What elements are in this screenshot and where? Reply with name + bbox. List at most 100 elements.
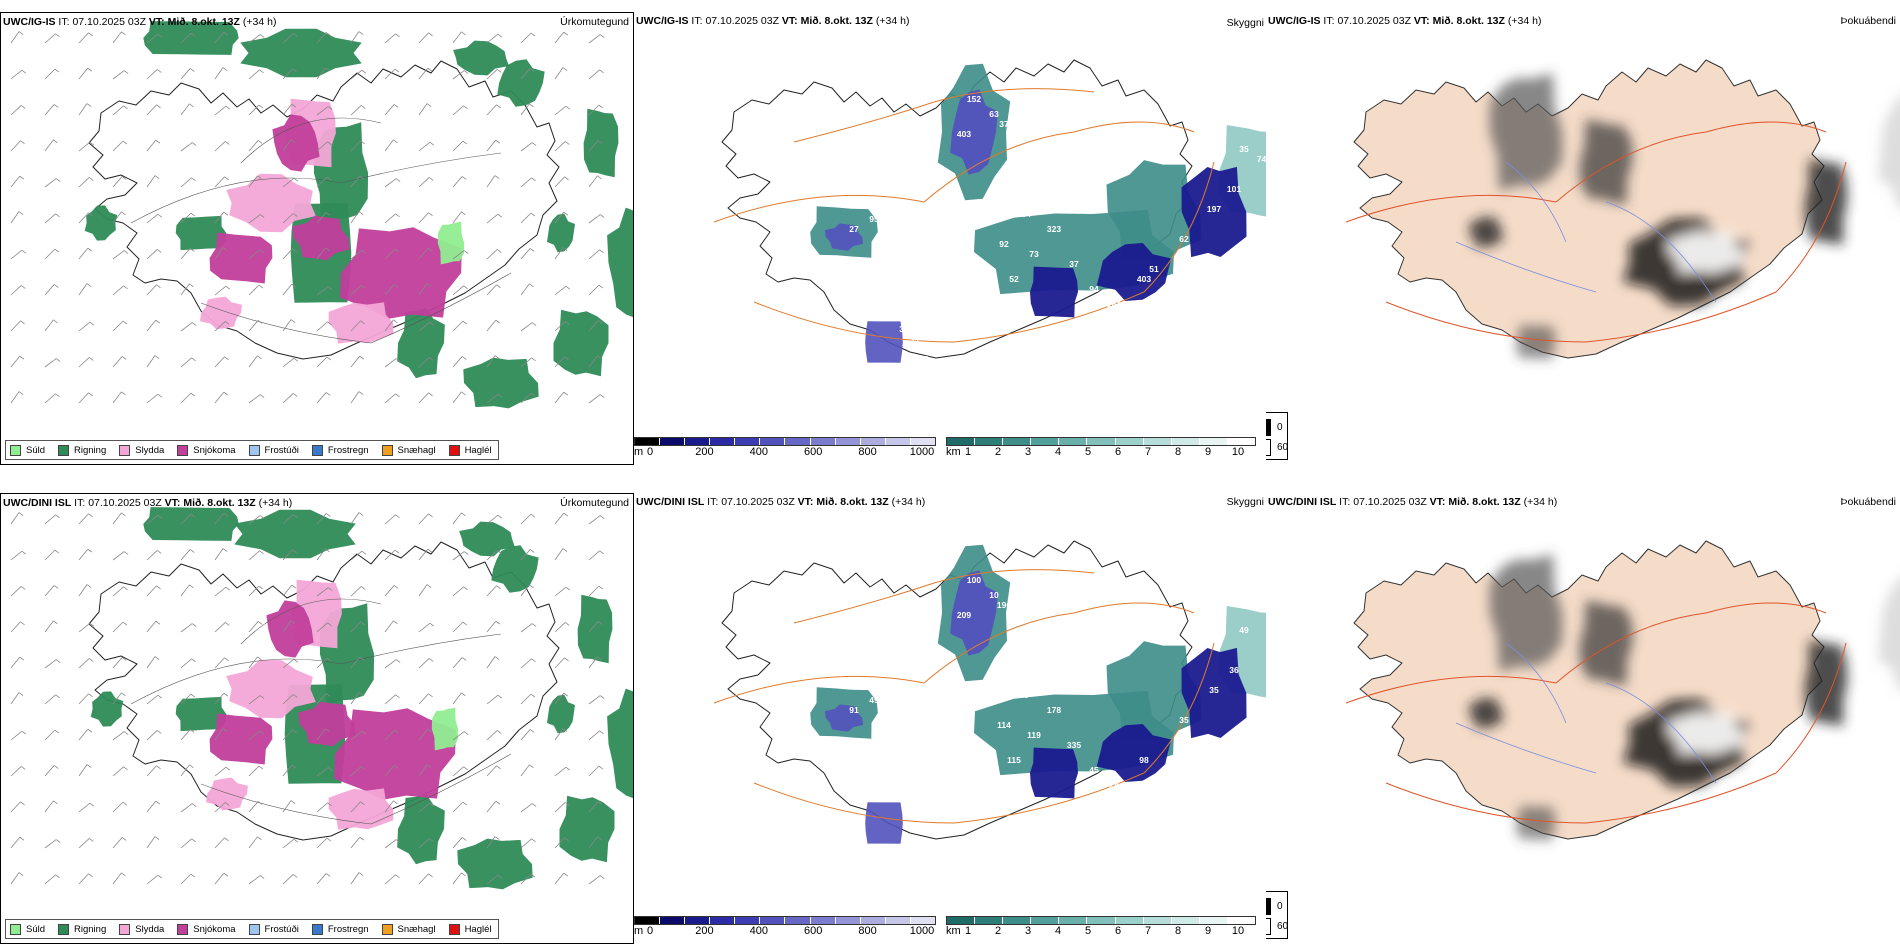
cloud-base-label: 91 xyxy=(849,705,859,715)
it-value: 07.10.2025 03Z xyxy=(721,496,795,508)
model-name: UWC/DINI ISL xyxy=(1268,496,1337,508)
cloud-base-label: 32 xyxy=(929,359,939,369)
legend-swatch xyxy=(177,444,189,456)
colorbar-cell xyxy=(1199,438,1228,445)
it-value: 07.10.2025 03Z xyxy=(88,497,162,509)
colorbar-cell xyxy=(1087,917,1116,924)
cloud-base-label: 32 xyxy=(1089,800,1099,810)
colorbar-unit: km xyxy=(946,925,961,937)
vt-label: VT: xyxy=(1429,496,1446,508)
cloud-base-label: 45 xyxy=(1089,765,1099,775)
cloud-base-colorbar: m 0 200 400 600 800 1000 xyxy=(634,916,936,938)
colorbar-tick: 4 xyxy=(1054,925,1062,937)
legend-label: Frostregn xyxy=(327,923,369,935)
precip-legend-item: Súld xyxy=(10,444,46,456)
precip-legend-item: Snjókoma xyxy=(177,444,236,456)
colorbar-cell xyxy=(635,438,661,445)
cloud-base-label: 178 xyxy=(1047,705,1061,715)
panel-header: UWC/IG-IS IT: 07.10.2025 03Z VT: Mið. 8.… xyxy=(1268,15,1541,27)
legend-label: Snjókoma xyxy=(193,923,236,935)
colorbar-cell xyxy=(760,438,786,445)
legend-swatch xyxy=(381,923,393,935)
colorbar-tick: 5 xyxy=(1084,446,1092,458)
legend-swatch xyxy=(381,444,393,456)
legend-label: Slydda xyxy=(135,923,165,935)
precip-legend-item: Haglél xyxy=(448,444,492,456)
legend-swatch xyxy=(10,923,21,935)
vt-label: VT: xyxy=(164,497,181,509)
legend-label: Rigning xyxy=(74,923,107,935)
colorbar-cell xyxy=(1003,917,1032,924)
colorbar-tick: 600 xyxy=(804,925,823,937)
colorbar-cell xyxy=(735,438,761,445)
cloud-base-label: 323 xyxy=(1047,224,1061,234)
cloud-base-label: 27 xyxy=(849,224,859,234)
cloud-base-label: 63 xyxy=(989,109,999,119)
cloud-base-label: 31 xyxy=(1099,314,1109,324)
cloud-base-label: 36 xyxy=(1229,665,1239,675)
legend-swatch xyxy=(248,444,260,456)
panel-header: UWC/IG-IS IT: 07.10.2025 03Z VT: Mið. 8.… xyxy=(636,15,909,27)
cloud-base-label: 34 xyxy=(899,324,909,334)
cloud-visibility-panel-top: UWC/IG-IS IT: 07.10.2025 03Z VT: Mið. 8.… xyxy=(634,12,1266,465)
fog-legend-label: 60 xyxy=(1277,921,1289,932)
fog-legend-label: 0 xyxy=(1277,901,1283,912)
precip-map xyxy=(10,21,633,409)
it-value: 07.10.2025 03Z xyxy=(1353,496,1427,508)
legend-label: Rigning xyxy=(74,444,107,456)
lead-time: (+34 h) xyxy=(242,16,277,28)
precip-map xyxy=(10,507,633,890)
legend-label: Haglél xyxy=(464,444,492,456)
colorbar-cell xyxy=(947,917,976,924)
legend-swatch xyxy=(58,923,70,935)
model-name: UWC/IG-IS xyxy=(636,15,689,27)
colorbar-tick: 400 xyxy=(749,446,768,458)
cloud-base-label: 51 xyxy=(919,825,929,835)
cloud-base-label: 8 xyxy=(902,805,907,815)
cloud-base-label: 119 xyxy=(1027,730,1041,740)
colorbar-tick: 7 xyxy=(1144,925,1152,937)
cloud-base-label: 37 xyxy=(999,119,1009,129)
colorbar-tick: 10 xyxy=(1231,446,1245,458)
vt-value: Mið. 8.okt. 13Z xyxy=(167,16,240,28)
panel-title: Þokuábendi xyxy=(1840,15,1896,27)
cloud-base-label: 100 xyxy=(967,575,981,585)
vt-label: VT: xyxy=(781,15,798,27)
colorbar-cell xyxy=(1059,917,1088,924)
cloud-base-label: 209 xyxy=(957,610,971,620)
legend-swatch xyxy=(58,444,70,456)
precip-legend-item: Snæhagl xyxy=(381,923,436,935)
vt-value: Mið. 8.okt. 13Z xyxy=(183,497,256,509)
legend-label: Súld xyxy=(26,923,46,935)
colorbar-cell xyxy=(910,438,935,445)
colorbar-cell xyxy=(660,438,686,445)
model-name: UWC/DINI ISL xyxy=(3,497,72,509)
vt-label: VT: xyxy=(1413,15,1430,27)
colorbar-cell xyxy=(635,917,661,924)
colorbar-ticks: km 1 2 3 4 5 6 7 8 9 10 xyxy=(946,446,1256,459)
legend-swatch xyxy=(177,923,189,935)
fog-legend-swatch xyxy=(1266,898,1271,915)
precip-legend-item: Frostregn xyxy=(311,923,369,935)
legend-label: Súld xyxy=(26,444,46,456)
colorbar-cell xyxy=(1199,917,1228,924)
cloud-base-label: 197 xyxy=(1207,204,1221,214)
precip-legend-item: Frostúði xyxy=(248,923,299,935)
cloud-base-label: 35 xyxy=(1239,144,1249,154)
colorbar-cells xyxy=(946,437,1256,446)
vt-value: Mið. 8.okt. 13Z xyxy=(1432,15,1505,27)
vt-label: VT: xyxy=(797,496,814,508)
precip-legend-item: Rigning xyxy=(58,923,107,935)
cloud-base-label: 35 xyxy=(909,334,919,344)
precip-legend: Súld Rigning Slydda Snjókoma Frostúði Frostre… xyxy=(5,919,499,939)
colorbar-cell xyxy=(860,438,886,445)
colorbar-tick: 600 xyxy=(804,446,823,458)
cloud-base-label: 10 xyxy=(989,590,999,600)
colorbar-ticks: m 0 200 400 600 800 1000 xyxy=(634,446,936,459)
cloud-base-label: 35 xyxy=(1179,715,1189,725)
colorbar-cell xyxy=(1227,917,1256,924)
vt-value: Mið. 8.okt. 13Z xyxy=(1448,496,1521,508)
legend-label: Slydda xyxy=(135,444,165,456)
panel-header: UWC/DINI ISL IT: 07.10.2025 03Z VT: Mið.… xyxy=(3,497,292,509)
panel-title: Skyggni xyxy=(1226,496,1264,508)
